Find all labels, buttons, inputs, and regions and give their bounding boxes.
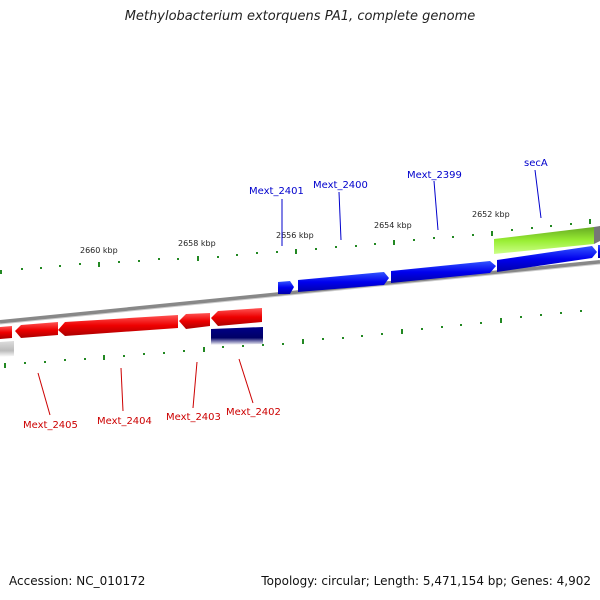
label-mext-2403: Mext_2403 (166, 412, 221, 423)
genome-backbone (0, 260, 600, 324)
gene-mext-2399[interactable] (391, 261, 496, 283)
tick-label: 2654 kbp (374, 221, 412, 230)
label-mext-2405: Mext_2405 (23, 420, 78, 431)
gene-mext-2400[interactable] (298, 272, 389, 292)
outer-tick-ring (0, 219, 591, 274)
feature-grey-left (0, 341, 14, 357)
genome-summary: Topology: circular; Length: 5,471,154 bp… (261, 574, 591, 588)
gene-mext-2401[interactable] (278, 281, 294, 294)
gene-red-2[interactable] (15, 322, 58, 338)
gene-seca[interactable] (494, 227, 594, 254)
gene-mext-2402[interactable] (211, 308, 262, 326)
gene-seca-end (594, 226, 600, 244)
label-seca: secA (524, 158, 548, 169)
tick-label: 2660 kbp (80, 246, 118, 255)
tick-label: 2652 kbp (472, 210, 510, 219)
accession-label: Accession: NC_010172 (9, 574, 146, 588)
label-mext-2399: Mext_2399 (407, 170, 462, 181)
gene-mext-2405[interactable] (0, 326, 12, 339)
feature-navy (211, 327, 263, 345)
map-title: Methylobacterium extorquens PA1, complet… (124, 9, 476, 24)
tick-label: 2658 kbp (178, 239, 216, 248)
inner-tick-ring (4, 310, 582, 368)
gene-mext-2404[interactable] (58, 315, 178, 336)
label-mext-2404: Mext_2404 (97, 416, 152, 427)
gene-mext-2403[interactable] (179, 313, 210, 329)
label-mext-2400: Mext_2400 (313, 180, 368, 191)
label-mext-2402: Mext_2402 (226, 407, 281, 418)
gene-blue-right[interactable] (497, 246, 597, 272)
label-mext-2401: Mext_2401 (249, 186, 304, 197)
tick-label: 2656 kbp (276, 231, 314, 240)
